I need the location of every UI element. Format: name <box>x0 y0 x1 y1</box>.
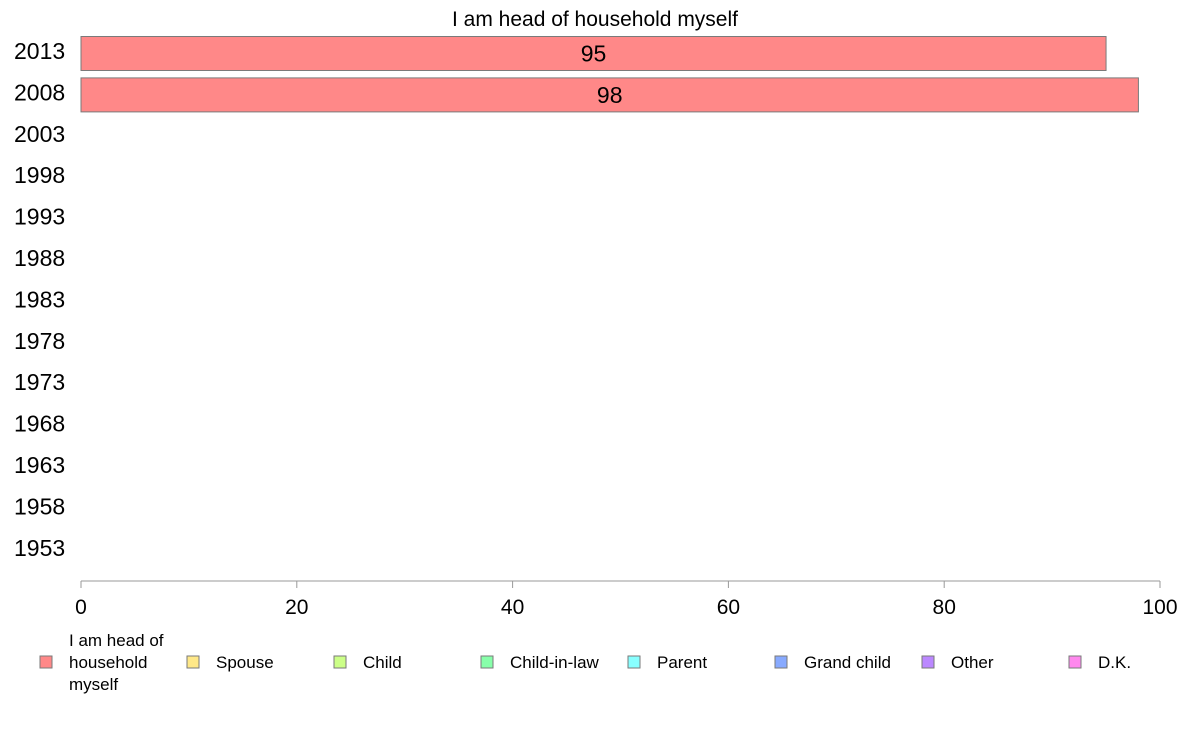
legend-label: Child <box>363 653 402 672</box>
legend-label: Parent <box>657 653 707 672</box>
legend-item: Child <box>333 653 402 672</box>
legend-swatch <box>627 655 641 669</box>
x-tick-label: 0 <box>75 596 87 619</box>
bar-segment <box>80 36 1107 71</box>
y-axis-labels: 2013 2008 2003 1998 1993 1988 1983 1978 1973 1968… <box>14 38 65 561</box>
y-tick-label: 1953 <box>14 535 65 561</box>
legend-item: Grand child <box>774 653 891 672</box>
legend-label: Grand child <box>804 653 891 672</box>
legend-item: Other <box>921 653 994 672</box>
x-tick-label: 100 <box>1142 596 1177 619</box>
y-tick-label: 1978 <box>14 328 65 354</box>
legend-swatch <box>1068 655 1082 669</box>
y-tick-label: 2003 <box>14 121 65 147</box>
legend-item: Parent <box>627 653 707 672</box>
legend: I am head of household myself Spouse Child Ch… <box>39 631 1131 694</box>
legend-label: I am head of household myself <box>69 631 164 694</box>
y-tick-label: 1973 <box>14 369 65 395</box>
legend-label: Child-in-law <box>510 653 600 672</box>
y-tick-label: 2008 <box>14 79 65 105</box>
legend-swatch <box>921 655 935 669</box>
y-tick-label: 1963 <box>14 452 65 478</box>
legend-swatch <box>774 655 788 669</box>
legend-label: Spouse <box>216 653 274 672</box>
legend-swatch <box>480 655 494 669</box>
x-tick-label: 80 <box>933 596 956 619</box>
y-tick-label: 1958 <box>14 493 65 519</box>
legend-item: D.K. <box>1068 653 1131 672</box>
bar-segment <box>80 77 1139 113</box>
legend-swatch <box>39 655 53 669</box>
y-tick-label: 1968 <box>14 411 65 437</box>
x-tick-label: 20 <box>285 596 308 619</box>
legend-item: I am head of household myself <box>39 631 164 694</box>
x-axis: 0 20 40 60 80 100 <box>75 580 1178 619</box>
data-label: 95 <box>581 41 607 67</box>
y-tick-label: 2013 <box>14 38 65 64</box>
chart-title: I am head of household myself <box>452 8 738 31</box>
y-tick-label: 1998 <box>14 162 65 188</box>
legend-swatch <box>186 655 200 669</box>
legend-label: D.K. <box>1098 653 1131 672</box>
data-label: 98 <box>597 82 623 108</box>
y-tick-label: 1993 <box>14 204 65 230</box>
x-tick-label: 40 <box>501 596 524 619</box>
legend-item: Spouse <box>186 653 274 672</box>
y-tick-label: 1983 <box>14 286 65 312</box>
x-tick-label: 60 <box>717 596 740 619</box>
bars-layer: 95 98 <box>80 36 1139 113</box>
legend-label: Other <box>951 653 994 672</box>
legend-swatch <box>333 655 347 669</box>
legend-item: Child-in-law <box>480 653 600 672</box>
y-tick-label: 1988 <box>14 245 65 271</box>
